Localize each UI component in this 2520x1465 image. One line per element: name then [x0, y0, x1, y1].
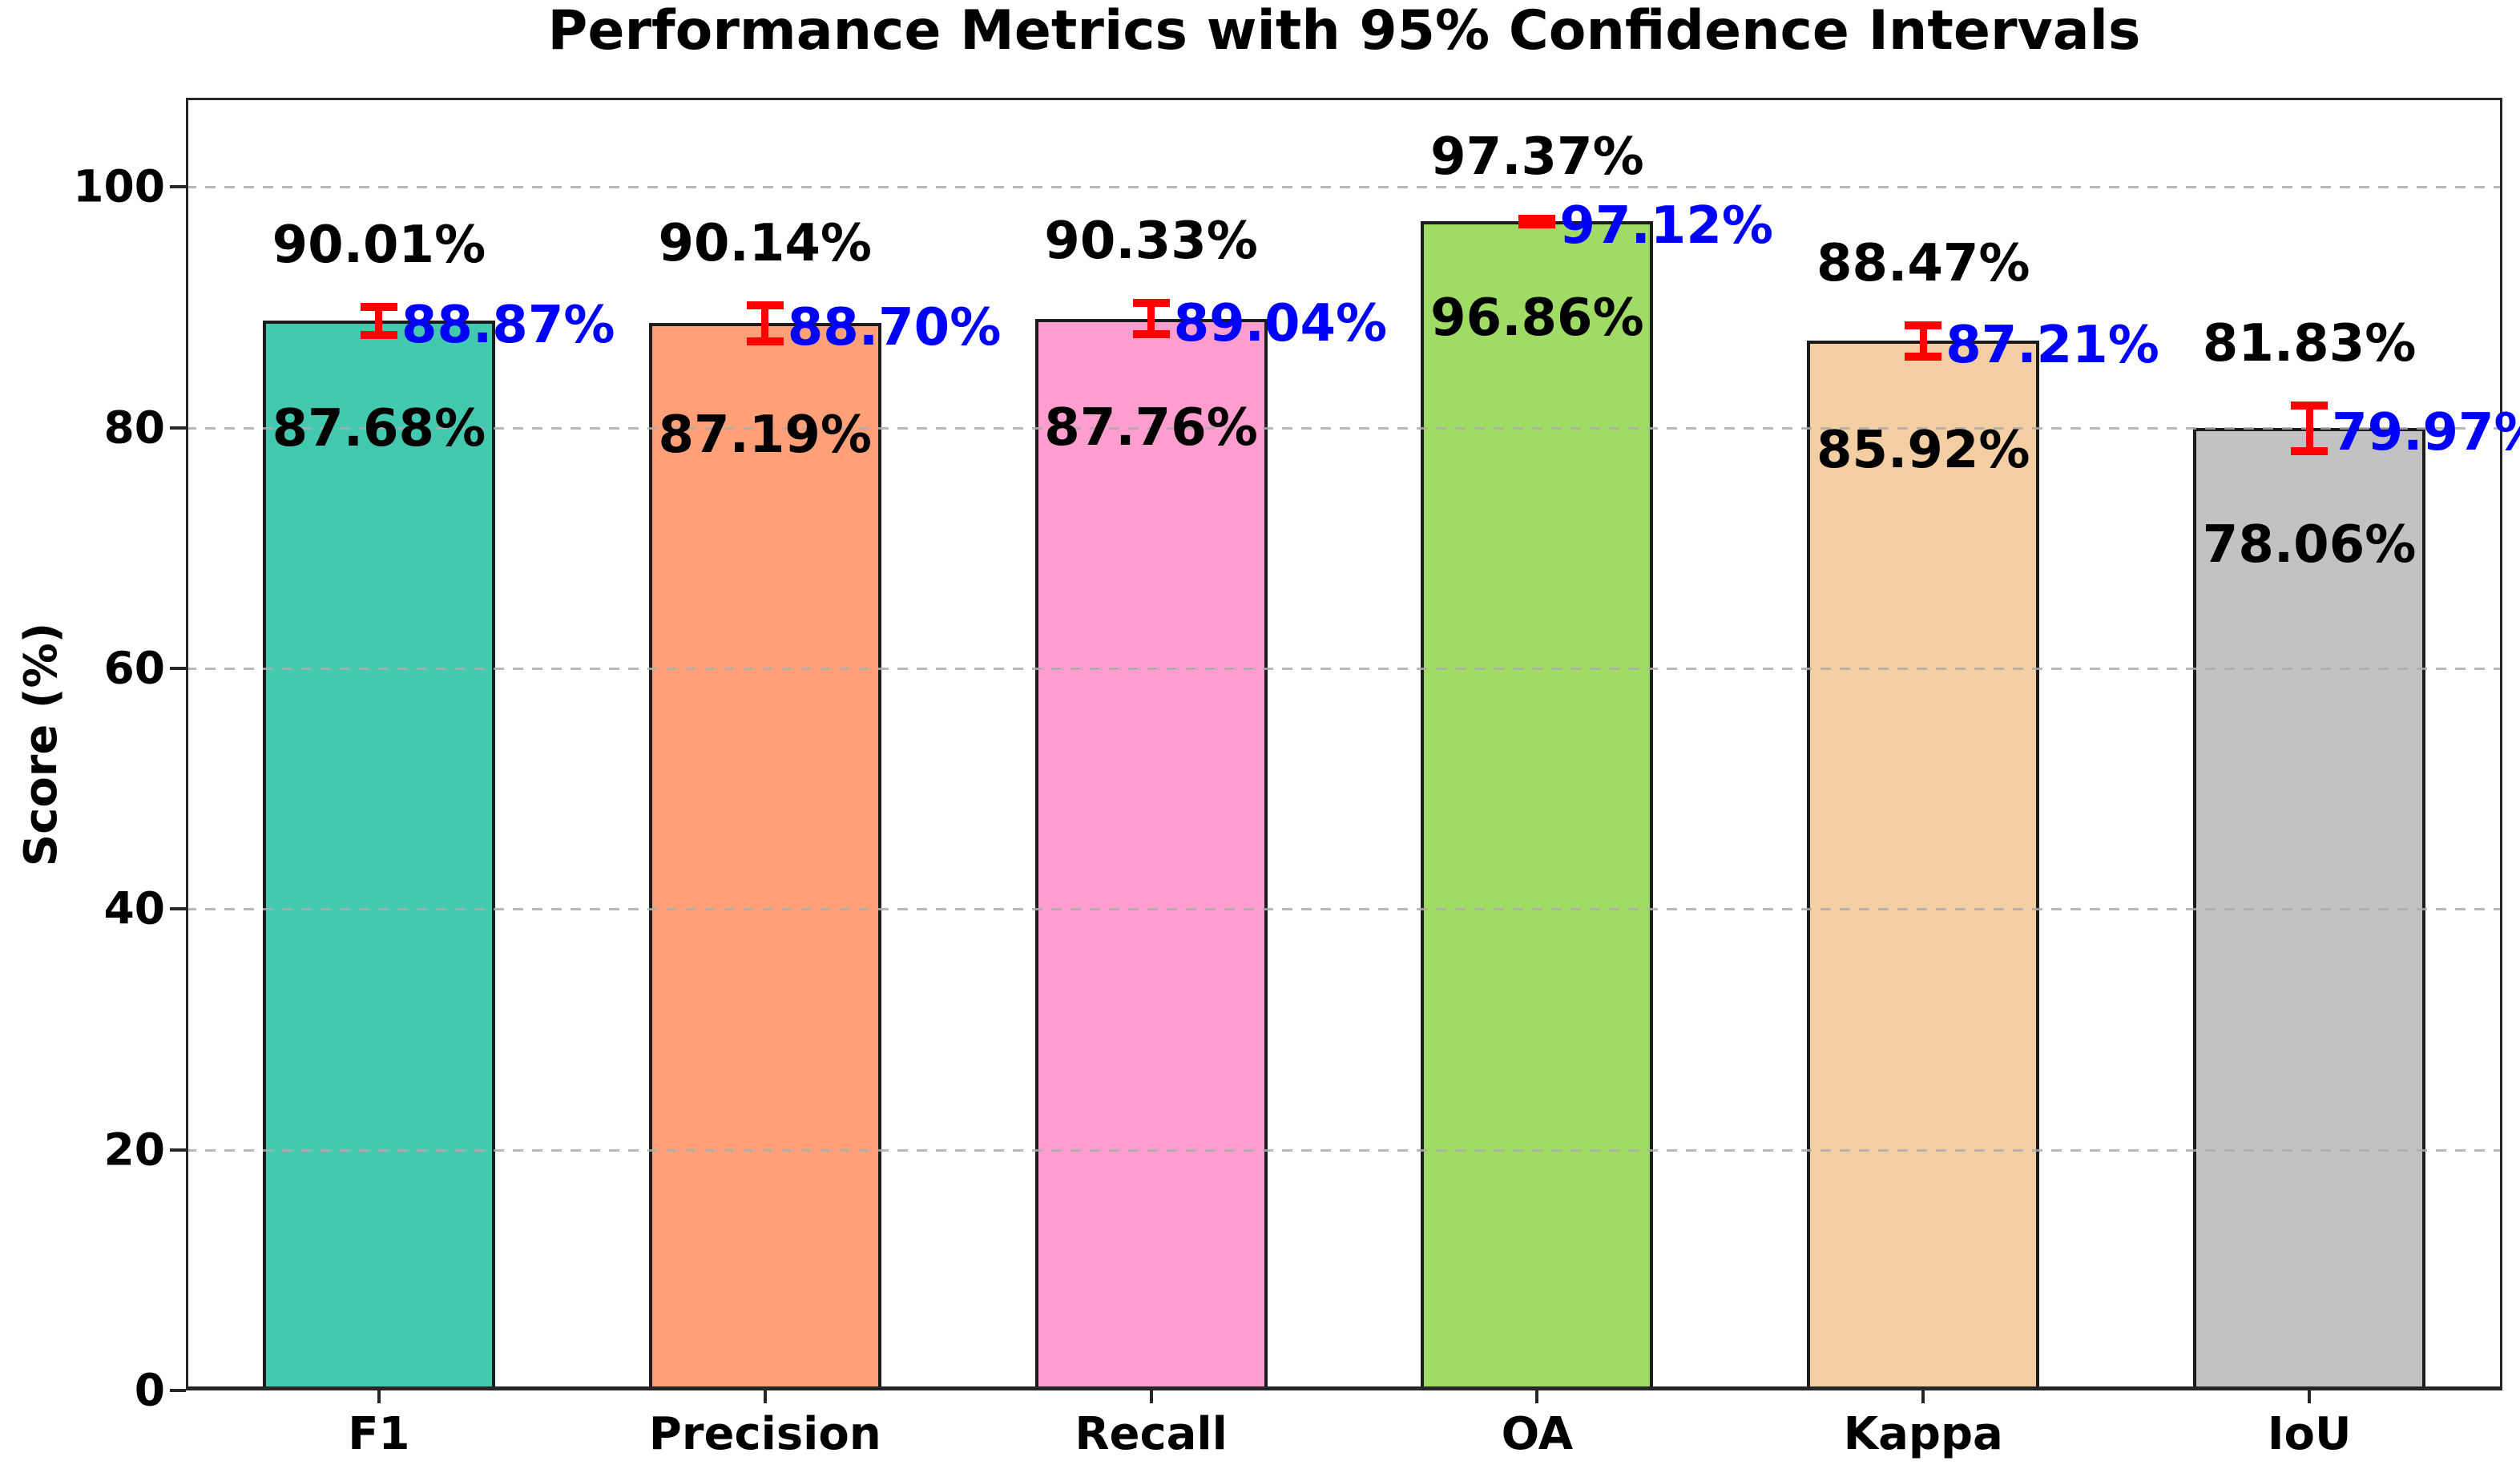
- y-tick-mark: [170, 1389, 186, 1392]
- chart-title: Performance Metrics with 95% Confidence …: [547, 0, 2141, 63]
- x-tick-label-f1: F1: [348, 1408, 410, 1460]
- gridline: [186, 908, 2502, 911]
- gridline: [186, 426, 2502, 430]
- bar: [648, 322, 881, 1390]
- x-tick-mark: [763, 1390, 767, 1403]
- y-tick-label: 100: [73, 160, 165, 212]
- y-tick-label: 0: [134, 1364, 165, 1416]
- x-tick-label-oa: OA: [1501, 1408, 1574, 1460]
- y-tick-label: 80: [103, 402, 165, 453]
- error-bar-cap: [1905, 352, 1942, 361]
- error-bar-cap: [2291, 446, 2328, 455]
- y-tick-mark: [170, 185, 186, 189]
- mean-value-label: 88.70%: [787, 297, 1002, 357]
- ci-upper-label: 81.83%: [2202, 314, 2417, 374]
- ci-upper-label: 88.47%: [1816, 234, 2030, 294]
- error-bar-stem: [1919, 325, 1927, 357]
- gridline: [186, 186, 2502, 189]
- y-tick-mark: [170, 907, 186, 911]
- ci-lower-label: 87.19%: [658, 405, 873, 465]
- gridline: [186, 667, 2502, 670]
- x-tick-label-iou: IoU: [2267, 1408, 2352, 1460]
- error-bar-stem: [2305, 406, 2313, 451]
- y-tick-label: 60: [103, 642, 165, 694]
- y-tick-label: 20: [103, 1124, 165, 1176]
- gridline: [186, 1148, 2502, 1152]
- error-bar-cap: [746, 337, 784, 345]
- error-bar-cap: [1132, 329, 1170, 338]
- error-bar-stem: [375, 307, 383, 336]
- ci-upper-label: 97.37%: [1430, 127, 1644, 187]
- y-tick-mark: [170, 1148, 186, 1152]
- mean-value-label: 87.21%: [1945, 316, 2159, 376]
- error-bar-cap: [1518, 214, 1556, 223]
- bar: [1034, 318, 1268, 1390]
- axes-spines: [186, 98, 2502, 1390]
- x-tick-label-recall: Recall: [1075, 1408, 1228, 1460]
- ci-upper-label: 90.14%: [658, 214, 873, 274]
- error-bar-cap: [360, 331, 397, 340]
- error-bar-cap: [1518, 220, 1556, 229]
- ci-upper-label: 90.01%: [272, 216, 486, 276]
- y-tick-mark: [170, 666, 186, 670]
- x-tick-mark: [1535, 1390, 1539, 1403]
- ci-lower-label: 85.92%: [1816, 420, 2030, 480]
- mean-value-label: 88.87%: [401, 296, 615, 356]
- error-bar-cap: [1905, 321, 1942, 330]
- ci-lower-label: 87.76%: [1044, 398, 1258, 458]
- mean-value-label: 97.12%: [1559, 196, 1773, 256]
- ci-lower-label: 78.06%: [2202, 515, 2417, 575]
- error-bar-cap: [2291, 402, 2328, 410]
- y-tick-mark: [170, 426, 186, 430]
- x-tick-mark: [1921, 1390, 1925, 1403]
- x-tick-label-kappa: Kappa: [1843, 1408, 2003, 1460]
- ci-lower-label: 96.86%: [1430, 289, 1644, 349]
- bar: [1807, 341, 2040, 1390]
- x-tick-mark: [2308, 1390, 2312, 1403]
- error-bar-cap: [1132, 299, 1170, 308]
- x-tick-label-precision: Precision: [648, 1408, 881, 1460]
- bar: [262, 321, 495, 1390]
- x-tick-mark: [377, 1390, 381, 1403]
- error-bar-stem: [761, 305, 769, 341]
- y-tick-label: 40: [103, 882, 165, 934]
- mean-value-label: 79.97%: [2332, 402, 2520, 462]
- error-bar-cap: [360, 303, 397, 312]
- error-bar-cap: [746, 301, 784, 310]
- ci-lower-label: 87.68%: [272, 399, 486, 459]
- ci-upper-label: 90.33%: [1044, 212, 1258, 272]
- bar: [1421, 221, 1654, 1390]
- x-tick-mark: [1149, 1390, 1153, 1403]
- error-bar-stem: [1147, 303, 1155, 334]
- mean-value-label: 89.04%: [1173, 293, 1388, 353]
